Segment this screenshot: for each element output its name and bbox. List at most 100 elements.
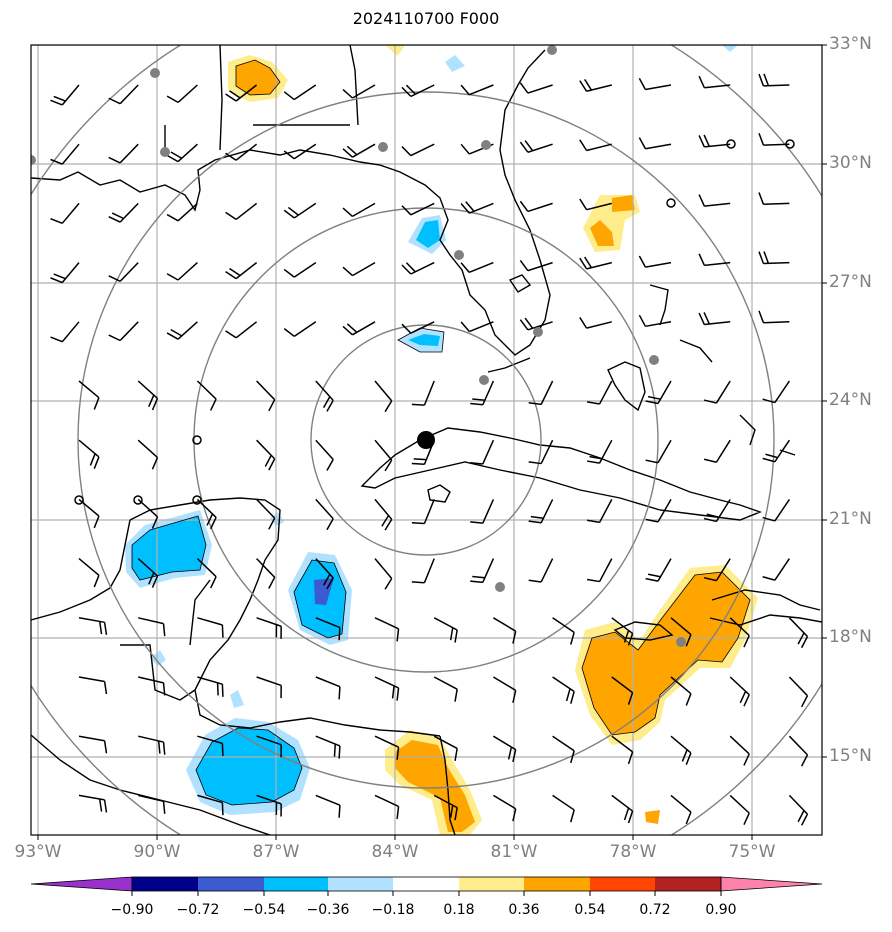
colorbar-bin	[328, 877, 393, 891]
wind-barb	[78, 617, 108, 635]
wind-barb	[460, 321, 494, 333]
wind-barb	[433, 617, 458, 643]
wind-barb	[698, 194, 731, 207]
wind-barb	[670, 735, 692, 765]
calm-marker	[192, 435, 202, 445]
wind-barb	[197, 676, 224, 697]
colorbar-bin	[459, 877, 524, 891]
wind-barb	[698, 253, 731, 267]
wind-barb	[137, 439, 159, 470]
wind-barb	[138, 676, 166, 696]
wind-barb	[579, 139, 612, 152]
wind-barb	[493, 617, 517, 644]
lat-label: 18°N	[829, 627, 872, 647]
wind-barb	[645, 499, 672, 523]
lat-label: 27°N	[829, 272, 872, 292]
wind-barb	[586, 558, 613, 583]
colorbar-bin	[590, 877, 655, 891]
wind-barb	[401, 321, 435, 334]
station-markers	[31, 45, 686, 647]
wind-barb	[256, 498, 276, 530]
lat-label: 21°N	[829, 509, 872, 529]
wind-barb	[586, 499, 613, 524]
wind-barb	[166, 321, 198, 340]
wind-barb	[283, 202, 317, 219]
wind-barb	[78, 498, 100, 529]
wind-barb	[528, 558, 554, 583]
calm-markers	[74, 139, 795, 505]
coastlines	[31, 45, 822, 835]
wind-barb	[108, 262, 139, 282]
wind-barb	[552, 617, 575, 645]
colorbar-bin	[132, 877, 198, 891]
wind-barb	[283, 143, 317, 160]
shade-blue-keys	[408, 334, 440, 346]
wind-barb	[108, 202, 139, 223]
wind-barb	[758, 132, 790, 146]
wind-barb	[315, 439, 334, 471]
wind-barb	[586, 380, 613, 405]
wind-barb	[78, 794, 108, 813]
wind-barb	[493, 735, 517, 763]
wind-barb	[342, 202, 376, 218]
calm-marker	[133, 495, 143, 505]
wind-barb	[552, 735, 575, 764]
colorbar	[30, 876, 823, 896]
wind-barb	[374, 794, 400, 820]
wind-barb	[374, 617, 400, 642]
wind-barb	[703, 439, 731, 463]
wind-barb	[78, 439, 100, 469]
wind-barb	[166, 84, 198, 104]
wind-barb	[762, 439, 791, 463]
wind-barb	[108, 143, 139, 164]
shade-small2	[150, 650, 166, 666]
lon-label: 93°W	[14, 842, 62, 862]
tick-marks	[37, 44, 827, 840]
wind-barb	[315, 498, 334, 531]
station-marker	[481, 140, 491, 150]
wind-barb	[611, 676, 634, 705]
wind-barb	[788, 794, 809, 826]
wind-barb	[579, 198, 612, 211]
wind-barb	[342, 261, 376, 277]
wind-barb	[433, 676, 458, 702]
wind-barb	[401, 143, 435, 157]
shade-small4	[230, 690, 244, 708]
wind-barb	[225, 143, 258, 161]
wind-barb	[493, 794, 517, 822]
shade-blue-florida	[416, 220, 440, 248]
wind-barb	[519, 200, 553, 213]
wind-barb	[729, 617, 750, 648]
wind-barb	[166, 143, 198, 163]
wind-barb	[225, 321, 258, 339]
wind-barb	[470, 558, 495, 584]
lon-label: 90°W	[133, 842, 181, 862]
wind-barb	[519, 82, 553, 94]
wind-barb	[374, 498, 393, 531]
wind-barb	[401, 261, 435, 275]
wind-barb	[638, 137, 672, 150]
colorbar-tick-label: 0.18	[443, 902, 475, 918]
station-marker	[547, 45, 557, 55]
wind-barb	[758, 310, 790, 324]
wind-barb	[256, 380, 276, 412]
lon-label: 87°W	[252, 842, 300, 862]
shade-small1	[270, 512, 284, 526]
station-marker	[533, 327, 543, 337]
wind-barb	[401, 202, 435, 216]
center-marker	[417, 431, 435, 449]
wind-barb	[411, 380, 435, 406]
wind-barb	[670, 676, 692, 706]
wind-barb	[256, 617, 282, 639]
wind-barb	[315, 676, 341, 700]
wind-barb	[638, 314, 672, 328]
wind-barb	[698, 134, 731, 148]
wind-barb	[762, 558, 791, 581]
wind-barb	[315, 617, 341, 641]
wind-barb	[401, 84, 435, 98]
wind-barb	[528, 380, 554, 406]
wind-barb	[78, 380, 100, 410]
colorbar-bin	[198, 877, 264, 891]
wind-barb	[645, 380, 672, 405]
station-marker	[31, 155, 36, 165]
